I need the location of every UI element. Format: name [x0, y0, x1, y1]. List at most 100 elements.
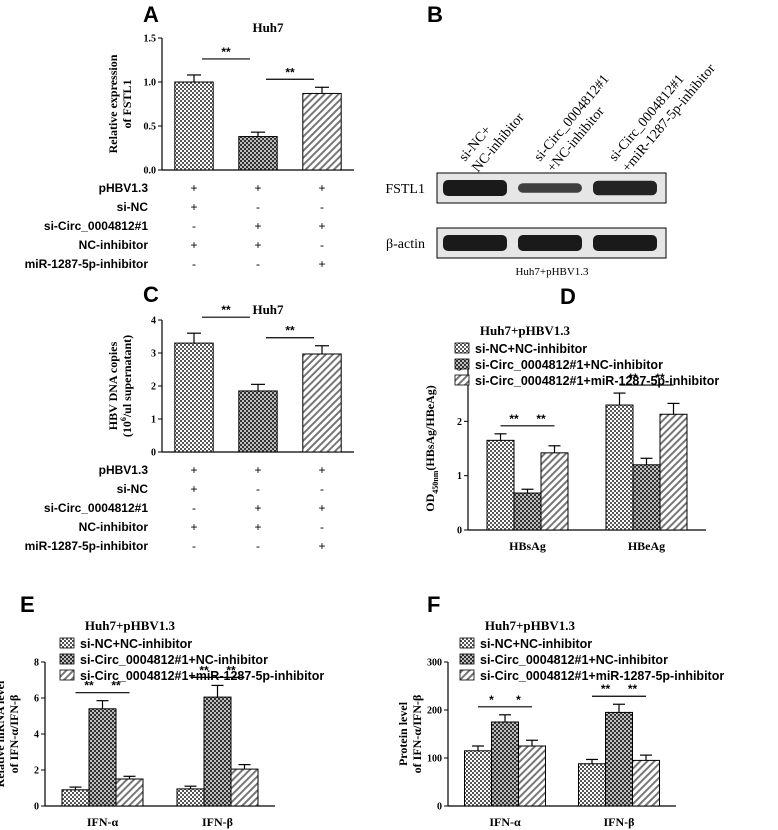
panel-a-ylabel-line: of FSTL1 [120, 79, 134, 128]
panel-c-y-tick-label: 0 [151, 448, 156, 459]
panel-d-panel-letter: D [560, 284, 576, 309]
panel-f-bar [605, 711, 633, 807]
panel-a-title: Huh7 [252, 20, 284, 35]
panel-a-condition-sign: + [318, 219, 325, 233]
panel-c-condition-label: pHBV1.3 [99, 463, 149, 477]
panel-e-sig-label: ** [199, 663, 209, 677]
panel-c-condition-sign: - [192, 501, 196, 515]
panel-a-bar [238, 136, 278, 171]
panel-c-bar [238, 390, 278, 453]
panel-e-legend-label: si-NC+NC-inhibitor [80, 637, 192, 651]
panel-f-sig-label: ** [601, 682, 611, 696]
panel-f-bar [491, 721, 519, 807]
panel-f-legend-swatch [459, 637, 475, 649]
panel-c-ylabel-line: HBV DNA copies [106, 341, 120, 430]
panel-c-panel-letter: C [143, 282, 159, 307]
panel-d-bar [486, 439, 515, 531]
panel-f-y-tick-label: 200 [427, 706, 442, 717]
panel-c-condition-sign: + [254, 463, 261, 477]
panel-c-condition-sign: - [256, 539, 260, 553]
panel-e-sig-label: ** [226, 663, 236, 677]
panel-e-y-tick-label: 6 [34, 694, 39, 705]
panel-c-bar [174, 342, 214, 453]
panel-f-panel-letter: F [427, 592, 440, 617]
panel-f-bar [632, 759, 660, 807]
panel-e-sig-label: ** [84, 679, 94, 693]
panel-c-bar [302, 353, 342, 453]
panel-d-sig-label: ** [628, 371, 638, 385]
panel-a-ylabel-line: Relative expression [106, 54, 120, 153]
panel-e-ylabel-line: Relative mRNA level [0, 680, 7, 787]
blot-band [443, 235, 507, 251]
panel-c-condition-sign: + [190, 463, 197, 477]
panel-d-legend-swatch [454, 358, 470, 370]
panel-e-y-tick-label: 0 [34, 802, 39, 813]
panel-c-sig-label: ** [285, 324, 295, 338]
panel-c-condition-sign: - [320, 482, 324, 496]
panel-e-legend-label: si-Circ_0004812#1+miR-1287-5p-inhibitor [80, 669, 324, 683]
panel-a-condition-label: pHBV1.3 [99, 181, 149, 195]
panel-e-y-tick-label: 2 [34, 766, 39, 777]
panel-e-x-tick-label: IFN-α [87, 815, 119, 829]
panel-c-condition-sign: + [318, 463, 325, 477]
panel-d-legend-label: si-Circ_0004812#1+NC-inhibitor [475, 358, 663, 372]
panel-d-bar [540, 452, 569, 531]
blot-column-label: si-NC+NC-inhibitor [457, 110, 528, 175]
panel-f-y-tick-label: 300 [427, 658, 442, 669]
panel-a-y-tick-label: 0.0 [144, 166, 157, 177]
panel-d-sig-label: ** [655, 371, 665, 385]
panel-d-legend-label: si-Circ_0004812#1+miR-1287-5p-inhibitor [475, 374, 719, 388]
panel-c-condition-sign: + [318, 501, 325, 515]
panel-e-ylabel-line: of IFN-α/IFN-β [7, 695, 21, 774]
panel-f-bar [464, 750, 492, 807]
panel-a-condition-sign: + [318, 181, 325, 195]
panel-f-ylabel: Protein level of IFN-α/IFN-β [396, 695, 424, 774]
panel-c-condition-sign: - [192, 539, 196, 553]
panel-b-panel-letter: B [427, 2, 443, 27]
panel-a-bar [174, 81, 214, 171]
panel-d-x-tick-label: HBeAg [628, 539, 665, 553]
panel-d-bar [513, 492, 542, 531]
panel-d-x-tick-label: HBsAg [509, 539, 546, 553]
panel-a-condition-sign: - [192, 219, 196, 233]
panel-d-y-tick-label: 2 [457, 417, 462, 428]
panel-d-bar [659, 413, 688, 531]
panel-d-legend-swatch [454, 342, 470, 354]
panel-a-condition-sign: - [320, 200, 324, 214]
panel-c-y-tick-label: 3 [151, 349, 156, 360]
panel-d-y-tick-label: 0 [457, 526, 462, 537]
panel-f-y-tick-label: 0 [437, 802, 442, 813]
panel-a-condition-sign: - [256, 257, 260, 271]
panel-c-condition-sign: + [318, 539, 325, 553]
panel-f-legend-swatch [459, 653, 475, 665]
panel-a-condition-sign: - [320, 238, 324, 252]
panel-c-condition-sign: + [190, 482, 197, 496]
panel-f-legend-label: si-NC+NC-inhibitor [480, 637, 592, 651]
panel-e-y-tick-label: 8 [34, 658, 39, 669]
panel-f-sig-label: * [489, 693, 494, 707]
panel-f-bar [578, 763, 606, 807]
panel-a-condition-sign: - [256, 200, 260, 214]
panel-f-x-tick-label: IFN-β [604, 815, 635, 829]
panel-d-bar [605, 404, 634, 531]
panel-f-y-tick-label: 100 [427, 754, 442, 765]
panel-c-title: Huh7 [252, 302, 284, 317]
panel-f-title: Huh7+pHBV1.3 [485, 618, 576, 633]
panel-e-sig-label: ** [111, 679, 121, 693]
blot-column-label: si-Circ_0004812#1+miR-1287-5p-inhibitor [607, 61, 719, 175]
panel-a-y-tick-label: 1.0 [144, 78, 157, 89]
panel-f-ylabel-line: of IFN-α/IFN-β [410, 695, 424, 774]
panel-f-bar [518, 745, 546, 807]
panel-d-legend-label: si-NC+NC-inhibitor [475, 342, 587, 356]
panel-c-y-tick-label: 2 [151, 382, 156, 393]
panel-a-condition-sign: + [254, 181, 261, 195]
blot-column-label-line: +miR-1287-5p-inhibitor [620, 61, 719, 175]
panel-a-sig-label: ** [285, 65, 295, 79]
panel-a-bar [302, 92, 342, 171]
panel-c-condition-label: miR-1287-5p-inhibitor [25, 539, 149, 553]
panel-d-sig-label: ** [536, 412, 546, 426]
panel-d-sig-label: ** [509, 412, 519, 426]
panel-c-sig-label: ** [221, 303, 231, 317]
